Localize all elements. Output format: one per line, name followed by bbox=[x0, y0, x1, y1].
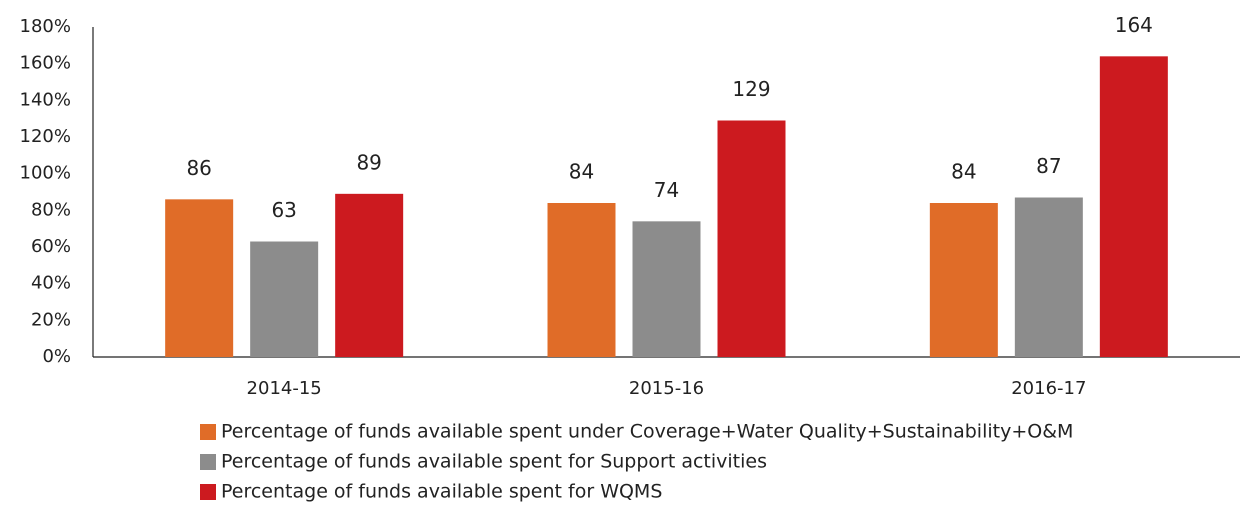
data-label: 86 bbox=[186, 156, 211, 180]
data-label: 164 bbox=[1115, 13, 1153, 37]
y-tick-label: 100% bbox=[20, 163, 71, 184]
bar bbox=[1014, 197, 1083, 357]
y-tick-label: 80% bbox=[31, 199, 71, 220]
legend-swatch bbox=[200, 454, 216, 470]
y-tick-label: 180% bbox=[20, 16, 71, 37]
bar bbox=[547, 203, 616, 357]
bar bbox=[929, 203, 998, 357]
legend-label: Percentage of funds available spent for … bbox=[221, 451, 767, 473]
x-tick-label: 2015-16 bbox=[629, 378, 704, 399]
x-tick-label: 2014-15 bbox=[247, 378, 322, 399]
data-label: 84 bbox=[569, 160, 594, 184]
bar bbox=[335, 193, 404, 357]
data-label: 74 bbox=[654, 178, 679, 202]
bar bbox=[632, 221, 701, 357]
y-tick-label: 140% bbox=[20, 89, 71, 110]
data-label: 89 bbox=[356, 150, 381, 174]
data-label: 129 bbox=[732, 77, 770, 101]
legend-label: Percentage of funds available spent unde… bbox=[221, 421, 1073, 443]
legend-label: Percentage of funds available spent for … bbox=[221, 481, 662, 503]
bar bbox=[165, 199, 234, 357]
legend-swatch bbox=[200, 484, 216, 500]
y-tick-label: 160% bbox=[20, 53, 71, 74]
y-tick-label: 0% bbox=[42, 346, 71, 367]
bar bbox=[1099, 56, 1168, 357]
data-label: 84 bbox=[951, 160, 976, 184]
y-tick-label: 40% bbox=[31, 273, 71, 294]
bar bbox=[717, 120, 786, 357]
y-tick-label: 60% bbox=[31, 236, 71, 257]
y-tick-label: 120% bbox=[20, 126, 71, 147]
y-tick-label: 20% bbox=[31, 309, 71, 330]
bar bbox=[250, 241, 319, 357]
data-label: 87 bbox=[1036, 154, 1061, 178]
data-label: 63 bbox=[271, 198, 296, 222]
x-tick-label: 2016-17 bbox=[1011, 378, 1086, 399]
legend-swatch bbox=[200, 424, 216, 440]
